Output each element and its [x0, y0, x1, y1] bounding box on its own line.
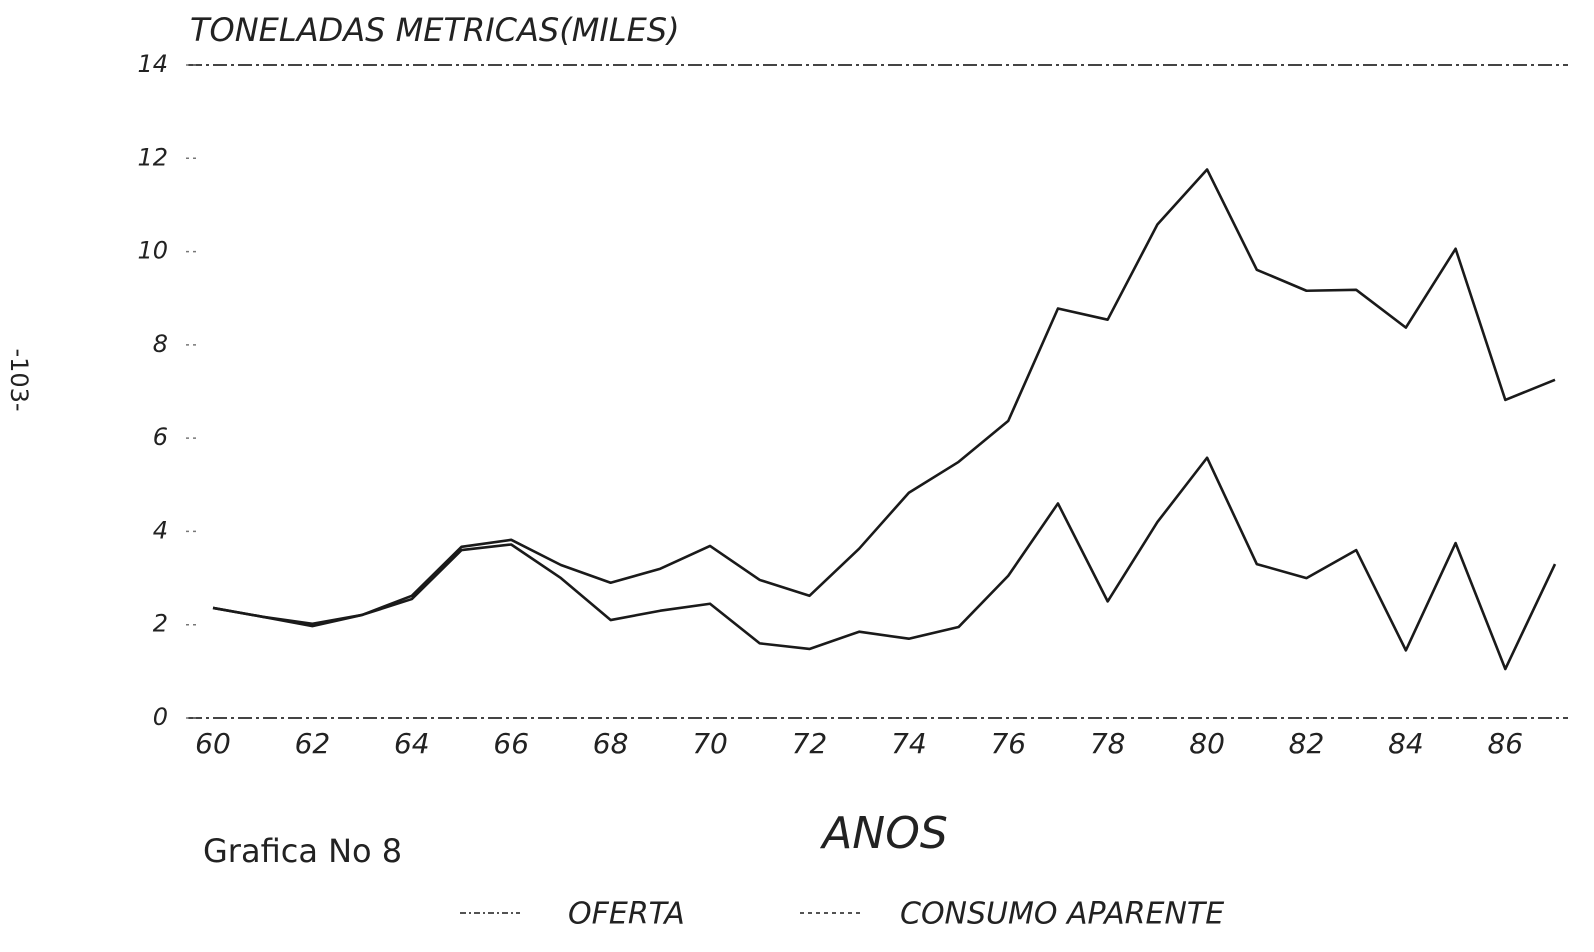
series-line — [212, 456, 1557, 671]
x-axis-label: ANOS — [819, 808, 948, 859]
y-tick-label: 8 — [153, 330, 168, 358]
x-tick-label: 60 — [195, 727, 231, 760]
x-tick-label: 84 — [1388, 727, 1424, 760]
y-tick-label: 6 — [153, 423, 168, 451]
y-tick-label: 14 — [137, 50, 168, 78]
legend-label: OFERTA — [568, 897, 685, 932]
x-tick-label: 66 — [493, 727, 529, 760]
x-tick-label: 80 — [1189, 727, 1225, 760]
y-tick-label: 0 — [153, 703, 168, 731]
y-tick-label: 2 — [153, 610, 168, 638]
x-tick-label: 86 — [1487, 727, 1523, 760]
y-tick-label: 4 — [153, 516, 168, 544]
legend-label: CONSUMO APARENTE — [900, 897, 1224, 932]
y-tick-label: 12 — [137, 143, 168, 171]
chart-title: TONELADAS METRICAS(MILES) — [190, 11, 680, 49]
x-tick-label: 78 — [1090, 727, 1126, 760]
x-tick-label: 76 — [990, 727, 1026, 760]
x-tick-label: 72 — [792, 727, 828, 760]
series-line — [212, 168, 1556, 626]
x-tick-label: 68 — [593, 727, 629, 760]
page-number: -103- — [5, 348, 33, 411]
x-tick-label: 74 — [891, 727, 927, 760]
caption: Grafica No 8 — [203, 832, 402, 870]
y-tick-label: 10 — [137, 237, 168, 265]
x-tick-label: 70 — [692, 727, 728, 760]
x-tick-label: 64 — [394, 727, 430, 760]
x-tick-label: 62 — [295, 727, 331, 760]
x-tick-label: 82 — [1289, 727, 1325, 760]
